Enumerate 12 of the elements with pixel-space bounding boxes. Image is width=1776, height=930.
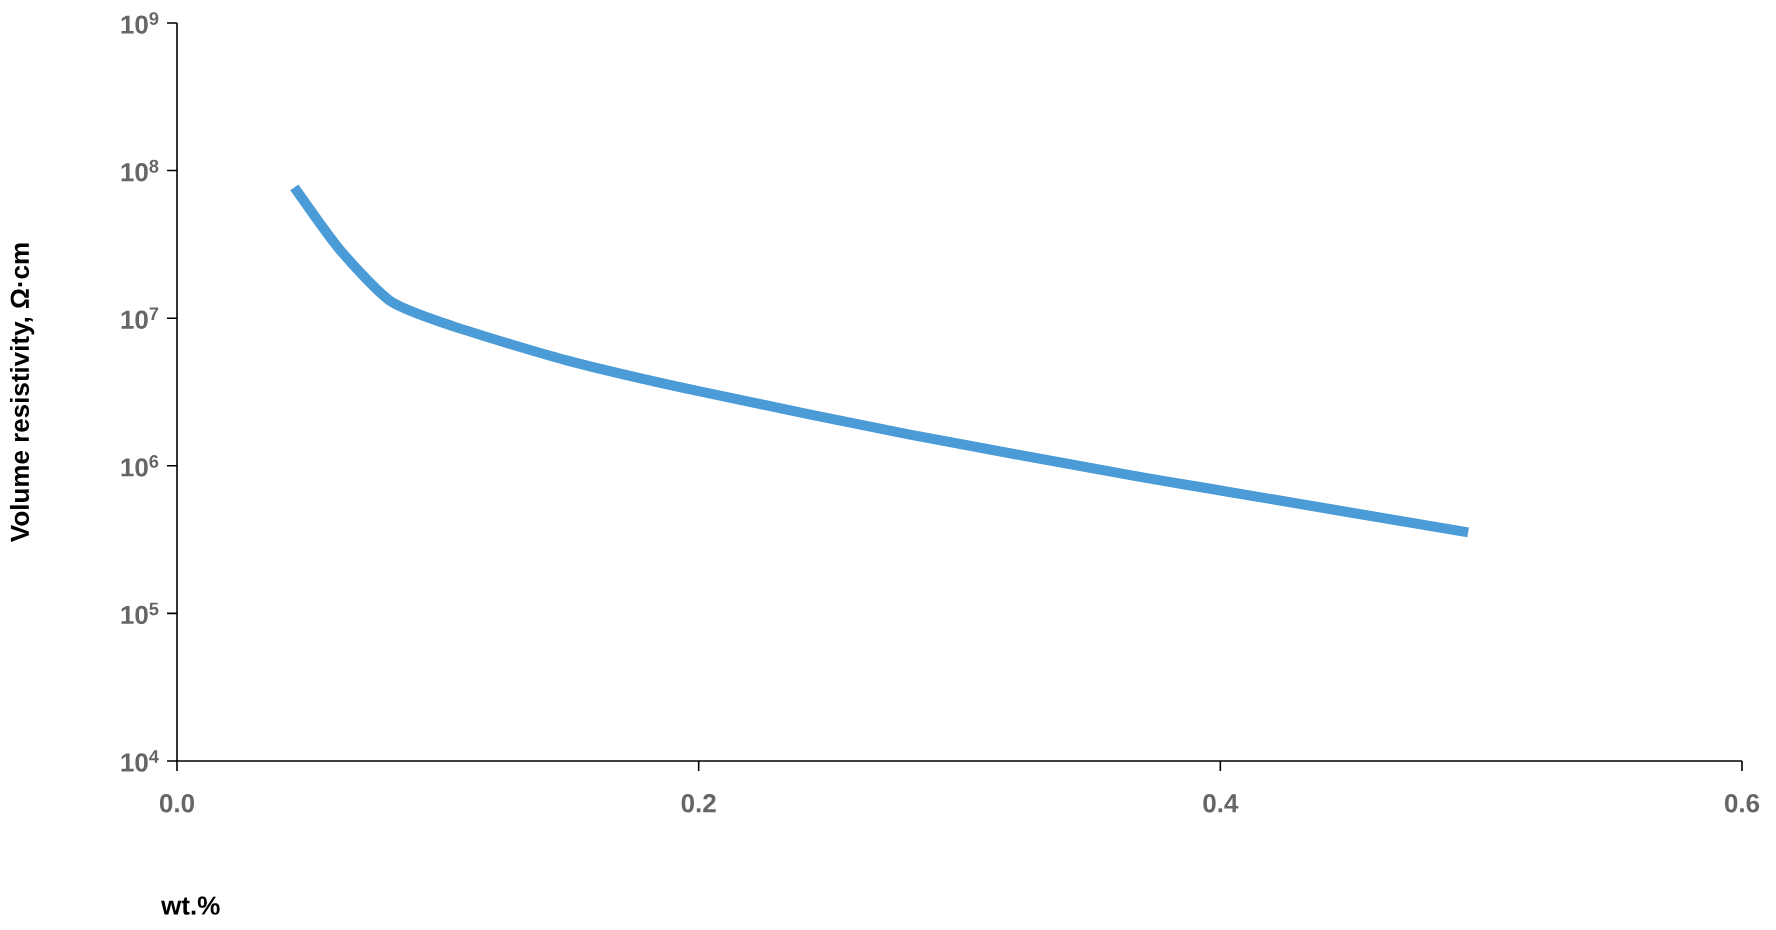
y-tick-label: 10$^{5}$: [121, 602, 159, 625]
x-tick-label: 0.2: [681, 794, 716, 813]
x-tick-label: 0.0: [159, 794, 195, 813]
y-tick-label: 10$^{9}$: [121, 12, 159, 34]
x-axis-title: wt.%: [161, 896, 220, 915]
y-tick-label: 10$^{6}$: [121, 454, 159, 477]
y-tick-label: 10$^{8}$: [121, 159, 159, 182]
y-tick-label: 10$^{7}$: [121, 307, 159, 329]
y-axis-title: Volume resistivity, Ω·cm: [9, 243, 35, 542]
x-tick-label: 0.4: [1203, 794, 1239, 813]
x-tick-label: 0.6: [1724, 794, 1760, 813]
y-tick-label: 10$^{4}$: [121, 750, 159, 772]
